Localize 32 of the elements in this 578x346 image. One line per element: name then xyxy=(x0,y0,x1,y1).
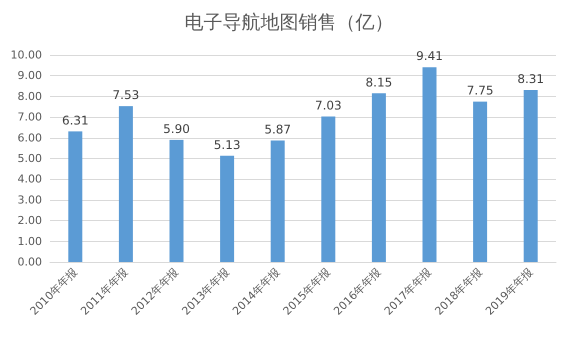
data-label: 5.87 xyxy=(264,122,292,136)
y-tick-label: 8.00 xyxy=(18,90,42,103)
data-label: 8.31 xyxy=(517,72,544,86)
data-label: 5.13 xyxy=(214,138,240,152)
bar xyxy=(220,156,234,262)
y-tick-label: 10.00 xyxy=(10,48,42,62)
data-label: 8.15 xyxy=(366,75,392,90)
data-label: 5.90 xyxy=(163,122,190,136)
y-tick-label: 3.00 xyxy=(18,193,42,206)
y-tick-label: 6.00 xyxy=(18,131,42,144)
data-label: 7.53 xyxy=(112,88,140,102)
data-label: 7.03 xyxy=(314,98,342,112)
bar xyxy=(524,90,538,262)
bar xyxy=(321,116,336,262)
y-tick-label: 0.00 xyxy=(18,256,42,268)
bar xyxy=(270,140,285,262)
y-tick-label: 4.00 xyxy=(18,172,42,186)
bar xyxy=(170,140,184,262)
bar xyxy=(118,106,133,262)
data-label: 9.41 xyxy=(416,49,443,64)
y-tick-label: 1.00 xyxy=(18,234,42,248)
y-tick-label: 2.00 xyxy=(18,214,42,228)
y-tick-label: 9.00 xyxy=(18,69,42,82)
data-label: 6.31 xyxy=(62,113,89,128)
data-label: 7.75 xyxy=(466,84,494,98)
bar xyxy=(422,67,436,262)
bar xyxy=(473,102,488,262)
y-tick-label: 7.00 xyxy=(18,110,42,124)
y-tick-label: 5.00 xyxy=(18,152,42,165)
bar xyxy=(68,131,82,262)
bar xyxy=(372,93,386,262)
chart-title: 电子导航地图销售（亿） xyxy=(184,12,394,34)
